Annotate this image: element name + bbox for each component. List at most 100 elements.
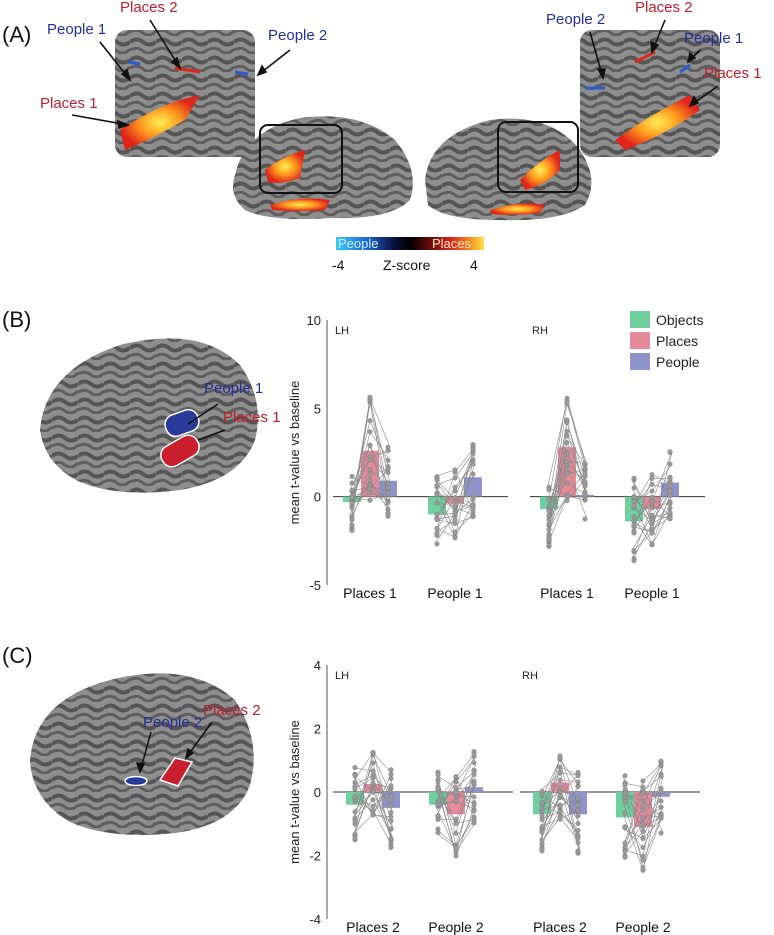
a-right-people1-label: People 1 [684,30,743,47]
left-inset-places1-blob [120,95,200,150]
subject-dot [453,774,459,780]
subject-dot [453,845,459,851]
subject-dot [582,461,588,467]
subject-dot [622,854,628,860]
category-label: Places 2 [346,919,400,935]
subject-dot [631,514,637,520]
subject-dot [667,488,673,494]
subject-dot [352,793,358,799]
subject-dot [470,514,476,520]
legend-swatch-places [630,332,650,349]
y-tick-label: 0 [314,490,321,505]
subject-dot [470,509,476,515]
subject-dot [388,776,394,782]
subject-dot [453,785,459,791]
subject-dot [631,530,637,536]
subject-dot [631,475,637,481]
subject-dot [452,535,458,541]
subject-dot [546,543,552,549]
subject-dot [658,814,664,820]
subject-dot [352,786,358,792]
subject-dot [471,802,477,808]
hemisphere-label: LH [335,670,349,682]
subject-dot [564,398,570,404]
a-left-arrows [71,19,291,130]
subject-dot [640,807,646,813]
panel-b-letter: (B) [2,307,31,332]
colorbar-title: Z-score [383,257,431,273]
subject-dot [575,779,581,785]
subject-dot [649,512,655,518]
subject-dot [452,475,458,481]
subject-dot [575,835,581,841]
subject-dot [435,779,441,785]
subject-dot [640,828,646,834]
subject-dot [622,799,628,805]
subject-dot [564,440,570,446]
subject-dot [388,767,394,773]
subject-dot [470,461,476,467]
subject-dot [640,865,646,871]
subject-dot [622,849,628,855]
subject-dot [667,475,673,481]
subject-dot [640,802,646,808]
subject-dot [370,749,376,755]
b-label-pointers [187,403,226,441]
bar-people [465,787,483,792]
y-tick-label: -5 [309,578,321,593]
subject-dot [582,479,588,485]
subject-dot [388,809,394,815]
subject-dot [667,461,673,467]
subject-dot [667,515,673,521]
panel-c-chart: 4 2 0 -2 -4 mean t-value vs baseline LH Places … [287,658,700,935]
y-tick-label: 4 [314,658,321,673]
subject-dot [452,484,458,490]
subject-dot [435,830,441,836]
subject-dot [546,535,552,541]
a-right-places1-label: Places 1 [704,65,762,82]
panel-a-letter: (A) [2,22,31,47]
subject-dot [539,846,545,852]
subject-dot [640,845,646,851]
category-label: People 2 [428,919,483,935]
subject-dot [564,480,570,486]
subject-dot [575,796,581,802]
subject-dot [385,513,391,519]
subject-dot [658,758,664,764]
legend-label-places: Places [656,333,698,349]
subject-dot [539,829,545,835]
colorbar-people-label: People [338,236,378,251]
category-label: People 1 [427,585,482,601]
subject-dot [557,793,563,799]
subject-dot [640,815,646,821]
subject-dot [575,783,581,789]
subject-dot [388,818,394,824]
subject-dot [388,803,394,809]
subject-dot [622,810,628,816]
subject-dot [453,821,459,827]
category-label: Places 1 [343,585,397,601]
subject-dot [557,816,563,822]
subject-dot [631,485,637,491]
subject-dot [453,830,459,836]
y-axis-label: mean t-value vs baseline [287,720,302,864]
subject-dot [352,818,358,824]
subject-dot [367,477,373,483]
subject-dot [658,763,664,769]
subject-dot [546,521,552,527]
subject-dot [370,760,376,766]
subject-dot [658,804,664,810]
subject-dot [367,497,373,503]
subject-dot [649,494,655,500]
subject-dot [434,500,440,506]
c-people2-roi [124,775,148,787]
subject-dot [658,786,664,792]
subject-dot [667,493,673,499]
bar-people [652,792,670,797]
a-left-places2-label: Places 2 [120,0,178,16]
a-right-places2-label: Places 2 [635,0,693,16]
subject-dot [352,836,358,842]
subject-dot [388,844,394,850]
subject-dot [631,547,637,553]
subject-dot [557,777,563,783]
